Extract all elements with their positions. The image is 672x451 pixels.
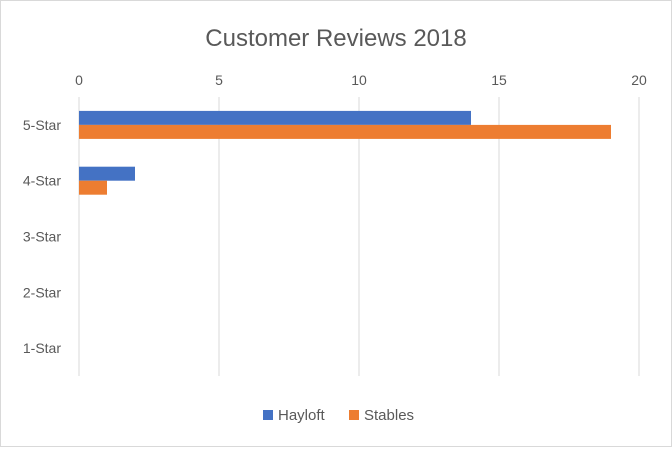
x-tick-label: 15 [491, 72, 507, 88]
category-label: 3-Star [23, 229, 61, 245]
legend: Hayloft Stables [263, 407, 414, 424]
x-tick-label: 20 [631, 72, 647, 88]
chart-title: Customer Reviews 2018 [205, 25, 466, 52]
bar-stables-5-star [79, 124, 611, 139]
category-label: 5-Star [23, 117, 61, 133]
gridlines [78, 97, 640, 376]
legend-label-hayloft: Hayloft [278, 407, 326, 424]
category-label: 4-Star [23, 173, 61, 189]
category-labels: 5-Star 4-Star 3-Star 2-Star 1-Star [23, 117, 61, 356]
x-tick-label: 5 [215, 72, 223, 88]
bar-stables-4-star [79, 180, 107, 195]
legend-swatch-stables [349, 410, 359, 420]
bars [79, 110, 611, 195]
x-tick-label: 0 [75, 72, 83, 88]
category-label: 2-Star [23, 284, 61, 300]
legend-label-stables: Stables [364, 407, 414, 424]
bar-hayloft-4-star [79, 166, 135, 181]
legend-swatch-hayloft [263, 410, 273, 420]
x-axis-ticks: 0 5 10 15 20 [75, 72, 647, 88]
category-label: 1-Star [23, 340, 61, 356]
x-tick-label: 10 [351, 72, 367, 88]
bar-hayloft-5-star [79, 110, 471, 125]
